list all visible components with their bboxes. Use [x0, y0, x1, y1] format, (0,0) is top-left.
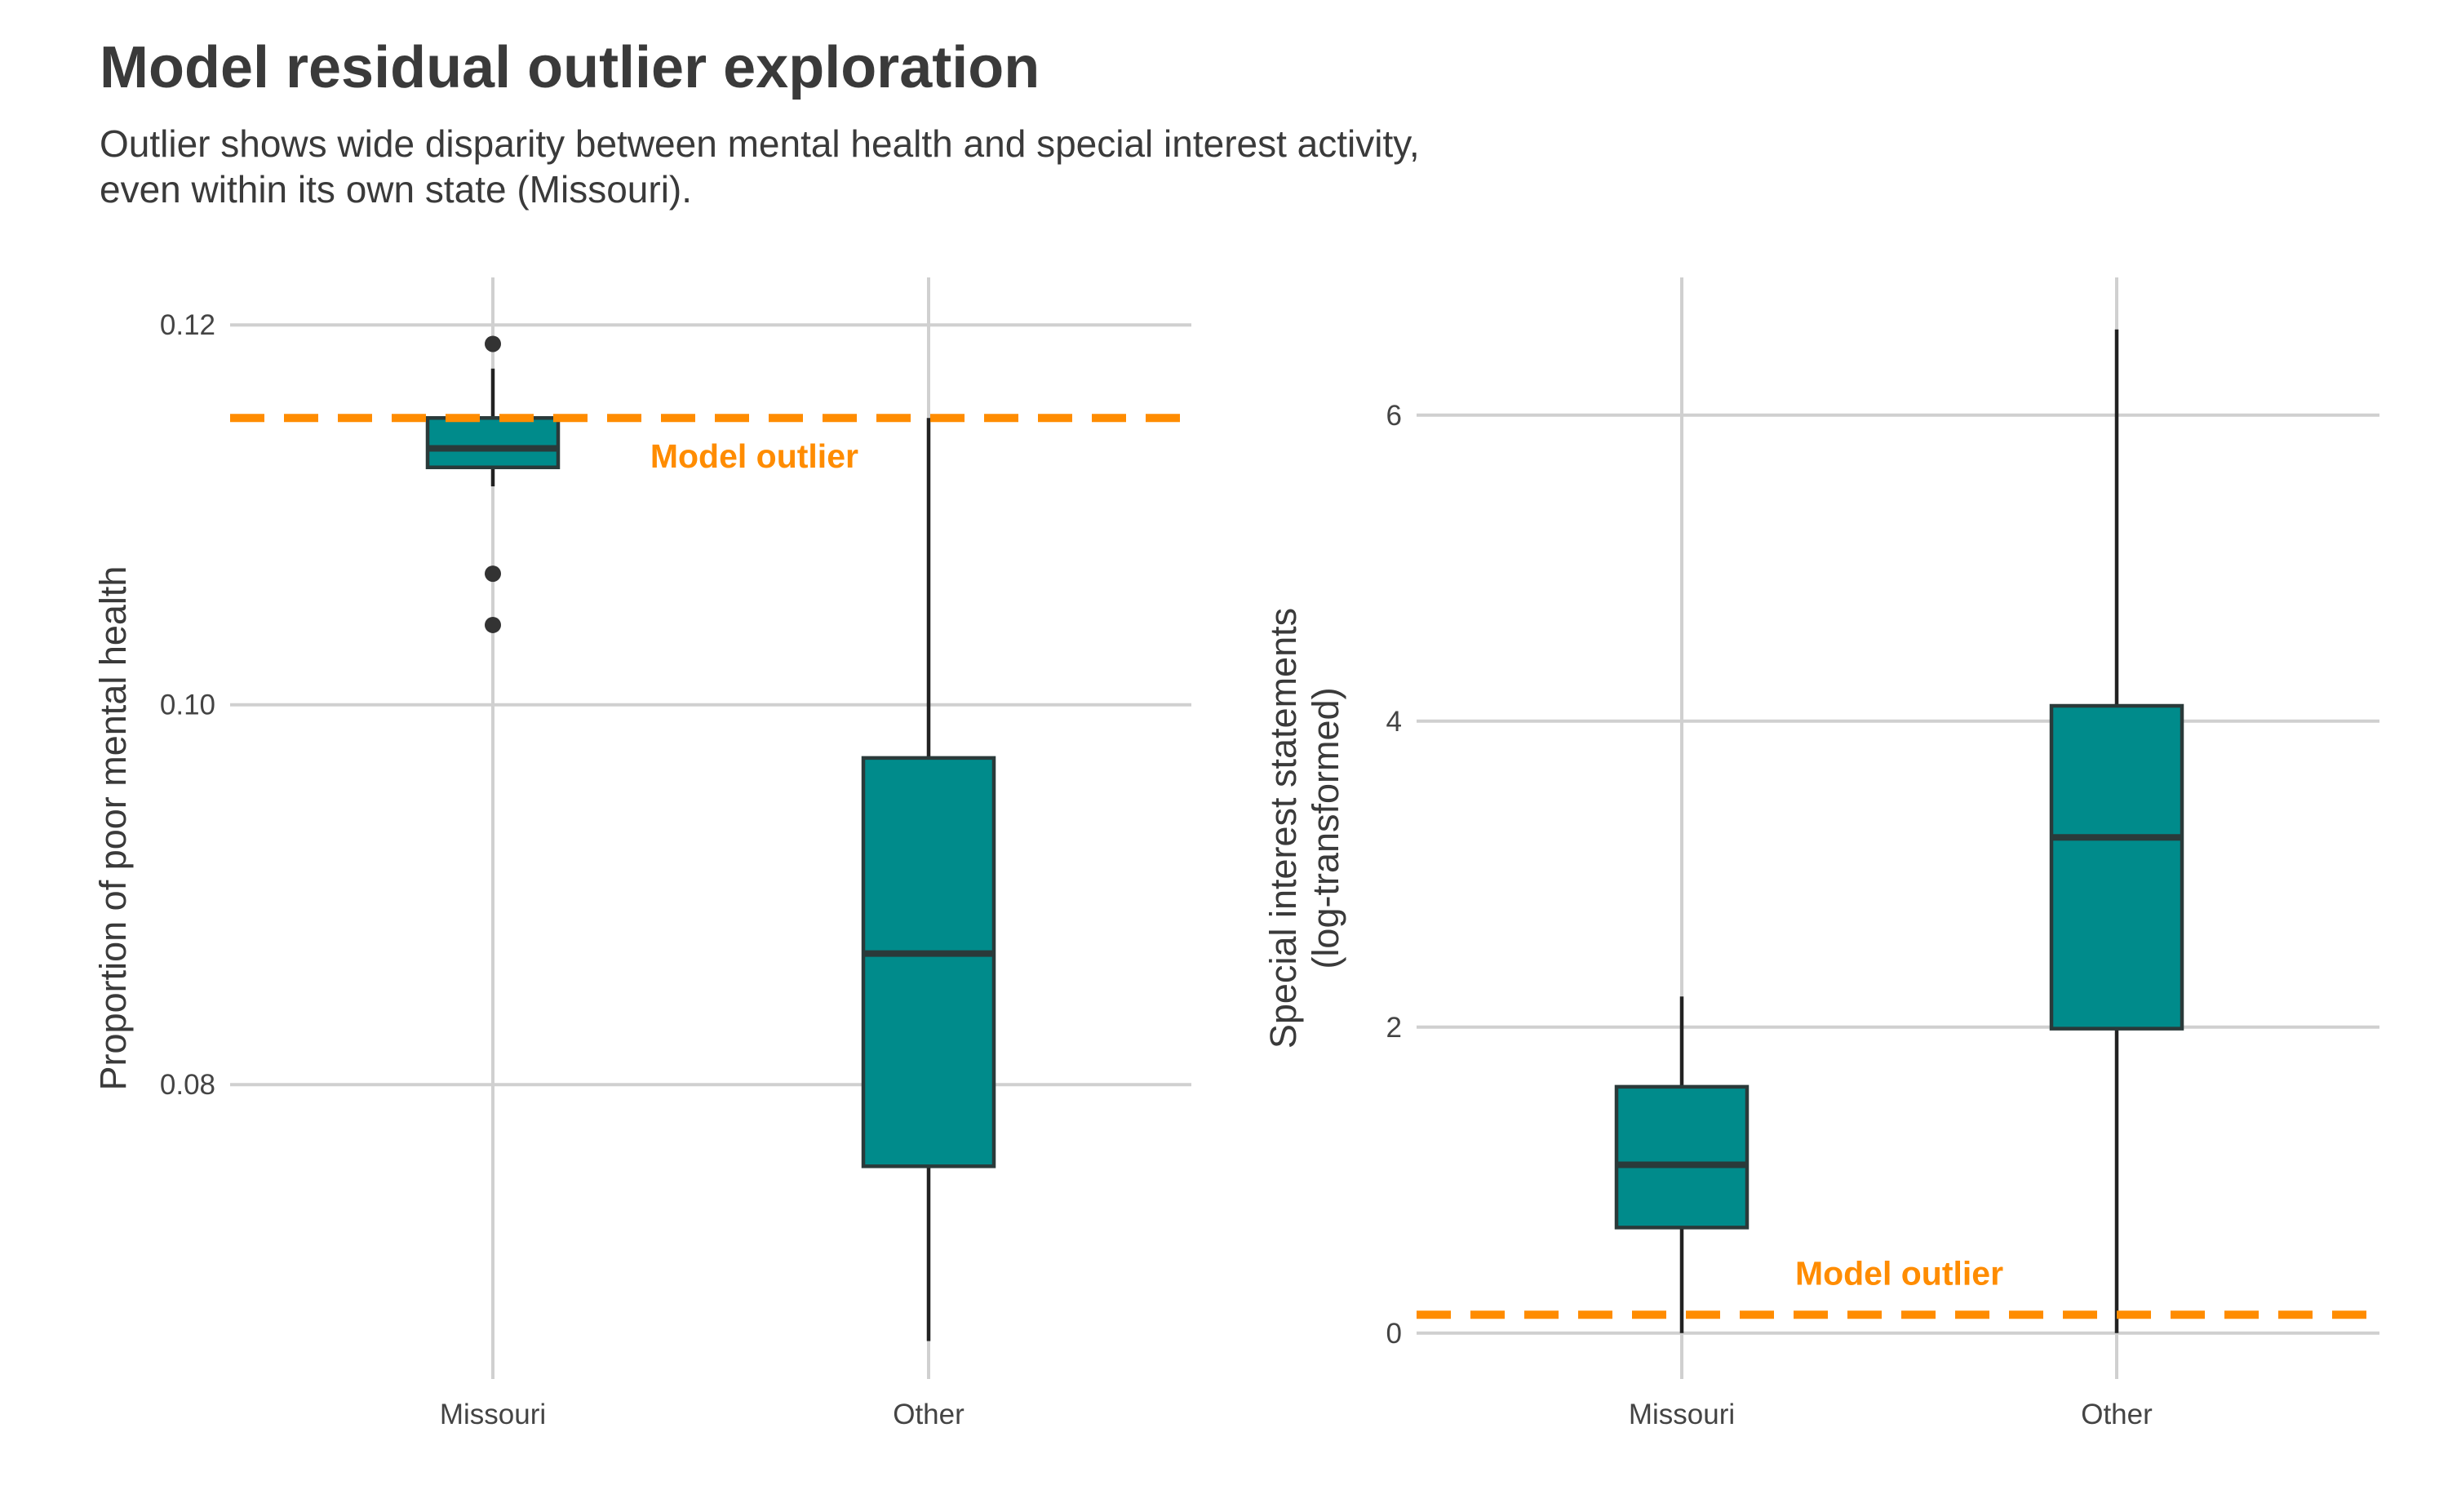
subtitle-line-2: even within its own state (Missouri).	[100, 168, 693, 211]
outlier-point	[485, 335, 501, 353]
y-tick-label: 0.12	[160, 309, 215, 341]
model-outlier-label: Model outlier	[1795, 1255, 2003, 1293]
y-tick-label: 2	[1386, 1012, 1402, 1044]
x-tick-label: Missouri	[440, 1399, 546, 1430]
chart-title: Model residual outlier exploration	[100, 35, 1040, 100]
x-tick-label: Other	[2081, 1399, 2153, 1430]
y-axis-label-line: Proportion of poor mental health	[92, 566, 134, 1091]
x-tick-label: Other	[893, 1399, 965, 1430]
outlier-point	[485, 565, 501, 583]
y-axis-label: Special interest statements(log-transfor…	[1262, 608, 1346, 1049]
subtitle-line-1: Outlier shows wide disparity between men…	[100, 122, 1420, 165]
y-tick-label: 6	[1386, 400, 1402, 432]
iqr-box	[425, 415, 561, 470]
box-missouri	[425, 335, 561, 633]
y-axis-label-line: Special interest statements	[1262, 608, 1304, 1049]
chart-subtitle: Outlier shows wide disparity between men…	[100, 121, 1732, 212]
iqr-box	[861, 756, 996, 1168]
iqr-box	[2049, 703, 2184, 1031]
y-axis-label-line: (log-transformed)	[1305, 687, 1346, 969]
x-tick-label: Missouri	[1629, 1399, 1735, 1430]
box-missouri	[1614, 996, 1750, 1333]
outlier-point	[485, 616, 501, 633]
model-outlier-label: Model outlier	[650, 437, 858, 475]
box-other	[861, 418, 996, 1341]
box-other	[2049, 329, 2184, 1333]
y-tick-label: 0	[1386, 1318, 1402, 1350]
boxplot-panel-2: 0 2 4 6 Missouri Other Special interest statem…	[1262, 277, 2379, 1430]
boxplot-panel-1: 0.08 0.10 0.12 Missouri Other Proportion of p…	[92, 277, 1191, 1430]
y-tick-label: 0.08	[160, 1069, 215, 1101]
y-tick-label: 0.10	[160, 689, 215, 721]
y-tick-label: 4	[1386, 706, 1402, 738]
iqr-box	[1614, 1084, 1750, 1230]
y-axis-label: Proportion of poor mental health	[92, 566, 134, 1091]
